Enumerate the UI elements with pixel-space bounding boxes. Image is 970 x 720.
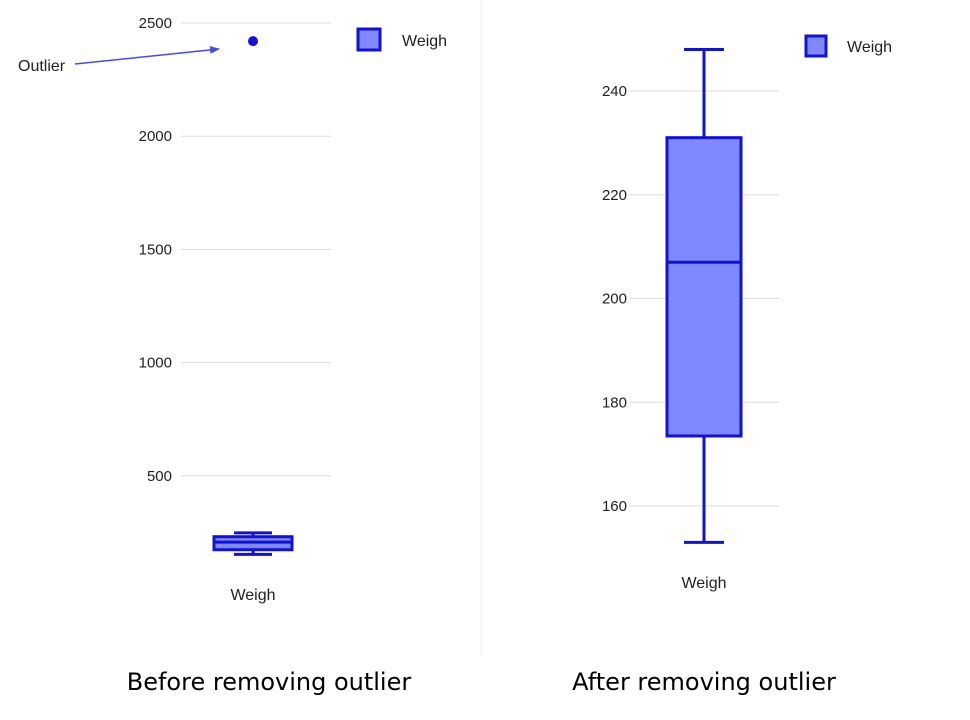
gridlines (181, 22, 331, 477)
legend-swatch (804, 34, 828, 58)
y-tick-label: 180 (602, 394, 627, 411)
y-tick-label: 220 (602, 187, 627, 204)
y-tick-label: 160 (602, 498, 627, 515)
y-tick-label: 500 (147, 468, 172, 485)
legend-label: Weigh (847, 39, 892, 56)
legend: Weigh (356, 27, 447, 52)
y-tick-labels: 160 180 200 220 240 (602, 83, 627, 515)
y-tick-label: 1000 (139, 355, 172, 372)
y-tick-labels: 500 1000 1500 2000 2500 (139, 15, 172, 485)
legend-swatch (356, 27, 382, 52)
outlier-annotation: Outlier (18, 45, 220, 75)
caption-before: Before removing outlier (127, 668, 412, 696)
annotation-label: Outlier (18, 58, 66, 75)
x-category-label: Weigh (681, 575, 726, 592)
y-tick-label: 1500 (139, 241, 172, 258)
annotation-arrow (74, 45, 220, 65)
outlier-point (248, 36, 258, 47)
y-tick-label: 200 (602, 291, 627, 308)
y-tick-label: 240 (602, 83, 627, 100)
y-tick-label: 2000 (139, 128, 172, 145)
chart-before: 500 1000 1500 2000 2500 Weigh Weigh Outlier (18, 15, 447, 604)
iqr-box (665, 136, 743, 438)
box-plot (212, 36, 294, 556)
box-plot (665, 48, 743, 544)
y-tick-label: 2500 (139, 15, 172, 32)
chart-after: 160 180 200 220 240 Weigh Weigh (602, 34, 892, 592)
legend: Weigh (804, 34, 892, 58)
legend-label: Weigh (402, 33, 447, 50)
x-category-label: Weigh (230, 587, 275, 604)
caption-after: After removing outlier (572, 668, 836, 696)
